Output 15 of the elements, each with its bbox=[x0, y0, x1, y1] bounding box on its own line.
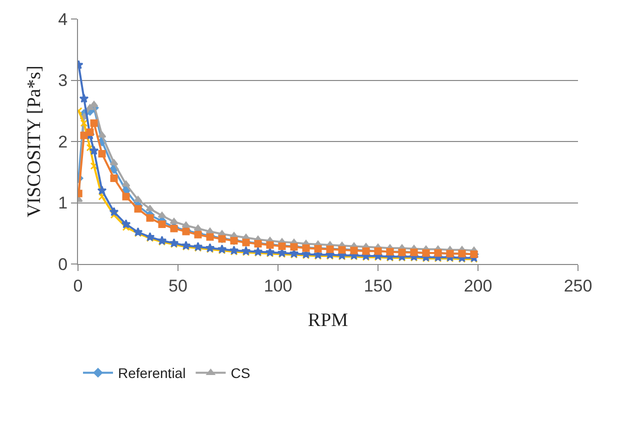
legend-label: Referential bbox=[118, 365, 186, 382]
x-tick-label: 100 bbox=[264, 276, 292, 296]
x-tick-label: 200 bbox=[464, 276, 492, 296]
y-tick-label: 2 bbox=[58, 132, 68, 152]
y-tick-label: 0 bbox=[58, 254, 68, 274]
y-tick-label: 3 bbox=[58, 71, 68, 90]
x-axis-title: RPM bbox=[308, 310, 348, 332]
y-tick-label: 1 bbox=[58, 194, 68, 213]
legend-label: CS bbox=[230, 365, 250, 382]
x-tick-label: 50 bbox=[168, 276, 188, 296]
y-axis-title: VISCOSITY [Pa*s] bbox=[24, 66, 45, 218]
x-tick-label: 0 bbox=[73, 276, 83, 296]
y-tick-label: 4 bbox=[58, 10, 68, 29]
x-tick-label: 250 bbox=[564, 276, 592, 296]
x-tick-label: 150 bbox=[364, 276, 392, 296]
